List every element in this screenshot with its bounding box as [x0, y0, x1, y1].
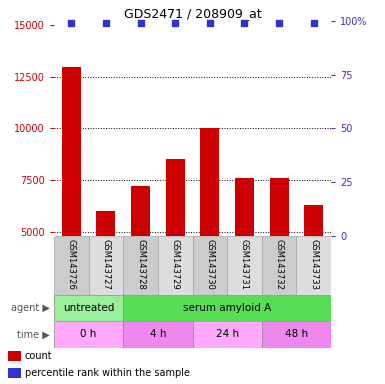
Point — [311, 20, 317, 26]
Bar — [262, 236, 296, 295]
Bar — [166, 159, 185, 335]
Text: GSM143727: GSM143727 — [101, 239, 110, 290]
Bar — [123, 236, 158, 295]
Bar — [192, 236, 227, 295]
Text: GSM143731: GSM143731 — [240, 239, 249, 290]
Bar — [304, 205, 323, 335]
Bar — [262, 321, 331, 348]
Bar — [227, 236, 262, 295]
Text: GSM143729: GSM143729 — [171, 239, 180, 290]
Bar — [123, 295, 331, 321]
Text: GSM143728: GSM143728 — [136, 239, 145, 290]
Bar — [8, 351, 21, 361]
Bar — [235, 178, 254, 335]
Bar — [8, 368, 21, 378]
Text: 4 h: 4 h — [150, 329, 166, 339]
Point — [137, 20, 144, 26]
Text: untreated: untreated — [63, 303, 114, 313]
Bar — [62, 66, 81, 335]
Bar — [270, 178, 289, 335]
Bar — [89, 236, 123, 295]
Bar — [54, 295, 123, 321]
Text: count: count — [25, 351, 52, 361]
Bar — [192, 321, 262, 348]
Bar — [54, 236, 89, 295]
Bar — [96, 211, 116, 335]
Bar — [54, 321, 123, 348]
Point — [68, 20, 74, 26]
Point — [241, 20, 248, 26]
Text: serum amyloid A: serum amyloid A — [183, 303, 271, 313]
Point — [207, 20, 213, 26]
Text: GSM143732: GSM143732 — [275, 239, 284, 290]
Text: time ▶: time ▶ — [17, 329, 50, 339]
Bar — [200, 129, 219, 335]
Bar — [296, 236, 331, 295]
Bar — [131, 186, 150, 335]
Text: percentile rank within the sample: percentile rank within the sample — [25, 368, 189, 378]
Text: 24 h: 24 h — [216, 329, 239, 339]
Point — [276, 20, 282, 26]
Title: GDS2471 / 208909_at: GDS2471 / 208909_at — [124, 7, 261, 20]
Text: GSM143733: GSM143733 — [309, 239, 318, 290]
Bar — [158, 236, 192, 295]
Text: 48 h: 48 h — [285, 329, 308, 339]
Text: 0 h: 0 h — [80, 329, 97, 339]
Text: GSM143730: GSM143730 — [205, 239, 214, 290]
Point — [172, 20, 178, 26]
Text: GSM143726: GSM143726 — [67, 239, 76, 290]
Text: agent ▶: agent ▶ — [11, 303, 50, 313]
Point — [103, 20, 109, 26]
Bar — [123, 321, 192, 348]
